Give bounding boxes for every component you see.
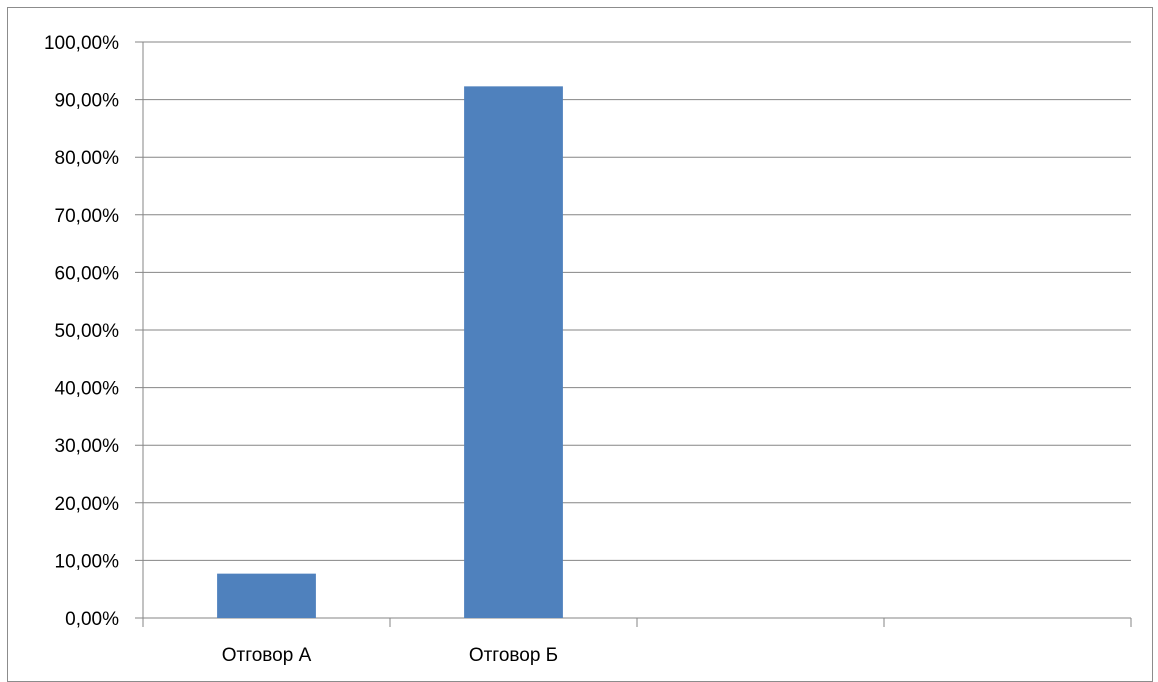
x-tick-label: Отговор А bbox=[222, 645, 312, 666]
y-tick-label: 0,00% bbox=[65, 609, 119, 630]
bar bbox=[217, 573, 316, 618]
y-tick-label: 20,00% bbox=[55, 494, 120, 515]
y-tick-label: 10,00% bbox=[55, 551, 120, 572]
y-tick-label: 40,00% bbox=[55, 379, 120, 400]
y-tick-label: 70,00% bbox=[55, 206, 120, 227]
bar bbox=[464, 86, 563, 619]
y-tick-label: 90,00% bbox=[55, 91, 120, 112]
y-tick-label: 100,00% bbox=[44, 33, 119, 54]
y-tick-label: 60,00% bbox=[55, 263, 120, 284]
y-tick-label: 80,00% bbox=[55, 148, 120, 169]
chart-frame bbox=[7, 7, 1153, 682]
y-tick-label: 30,00% bbox=[55, 436, 120, 457]
x-tick-label: Отговор Б bbox=[469, 645, 558, 666]
y-tick-label: 50,00% bbox=[55, 321, 120, 342]
